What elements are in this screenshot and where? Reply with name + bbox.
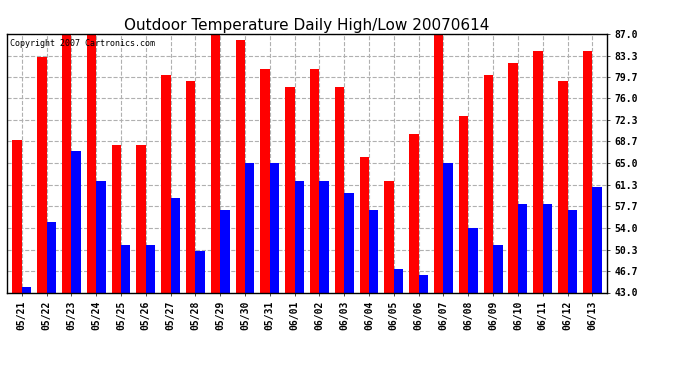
- Bar: [112, 146, 121, 292]
- Bar: [558, 81, 567, 292]
- Bar: [87, 34, 96, 292]
- Bar: [270, 163, 279, 292]
- Bar: [170, 198, 180, 292]
- Bar: [186, 81, 195, 292]
- Bar: [211, 34, 220, 292]
- Bar: [121, 246, 130, 292]
- Bar: [260, 69, 270, 292]
- Text: Copyright 2007 Cartronics.com: Copyright 2007 Cartronics.com: [10, 39, 155, 48]
- Bar: [37, 57, 47, 292]
- Bar: [137, 146, 146, 292]
- Bar: [71, 152, 81, 292]
- Bar: [469, 228, 477, 292]
- Bar: [369, 210, 379, 292]
- Bar: [319, 181, 329, 292]
- Bar: [394, 269, 403, 292]
- Bar: [543, 204, 552, 292]
- Bar: [518, 204, 527, 292]
- Bar: [409, 134, 419, 292]
- Bar: [434, 34, 444, 292]
- Bar: [62, 34, 71, 292]
- Bar: [533, 51, 543, 292]
- Bar: [583, 51, 592, 292]
- Title: Outdoor Temperature Daily High/Low 20070614: Outdoor Temperature Daily High/Low 20070…: [124, 18, 490, 33]
- Bar: [146, 246, 155, 292]
- Bar: [285, 87, 295, 292]
- Bar: [195, 251, 205, 292]
- Bar: [567, 210, 577, 292]
- Bar: [220, 210, 230, 292]
- Bar: [235, 40, 245, 292]
- Bar: [47, 222, 56, 292]
- Bar: [96, 181, 106, 292]
- Bar: [310, 69, 319, 292]
- Bar: [22, 286, 31, 292]
- Bar: [12, 140, 22, 292]
- Bar: [493, 246, 502, 292]
- Bar: [419, 275, 428, 292]
- Bar: [335, 87, 344, 292]
- Bar: [592, 187, 602, 292]
- Bar: [344, 192, 354, 292]
- Bar: [161, 75, 170, 292]
- Bar: [484, 75, 493, 292]
- Bar: [444, 163, 453, 292]
- Bar: [245, 163, 255, 292]
- Bar: [359, 157, 369, 292]
- Bar: [509, 63, 518, 292]
- Bar: [295, 181, 304, 292]
- Bar: [384, 181, 394, 292]
- Bar: [459, 116, 469, 292]
